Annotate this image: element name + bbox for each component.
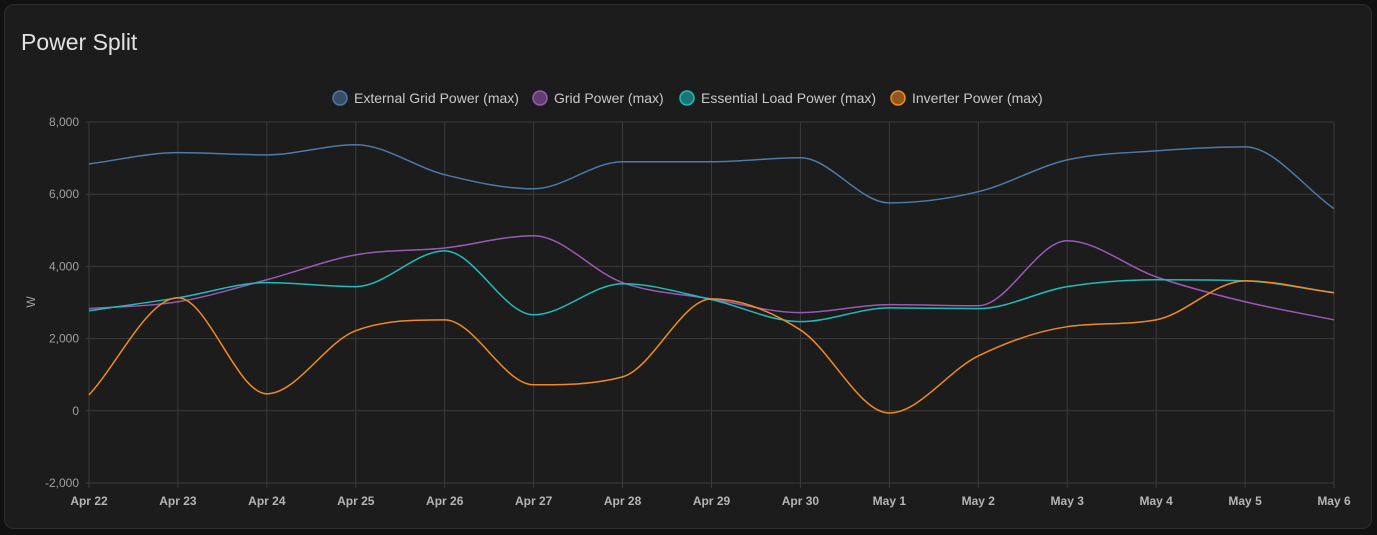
y-tick-label: 2,000 xyxy=(49,332,79,346)
y-tick-label: 8,000 xyxy=(49,115,79,129)
legend-label-1[interactable]: Grid Power (max) xyxy=(554,90,664,106)
card-title: Power Split xyxy=(21,29,138,55)
x-tick-label: May 4 xyxy=(1139,494,1173,508)
legend-label-3[interactable]: Inverter Power (max) xyxy=(912,90,1043,106)
legend-marker-0[interactable] xyxy=(332,90,348,106)
x-tick-label: May 5 xyxy=(1228,494,1262,508)
legend-marker-2[interactable] xyxy=(679,90,695,106)
series-line-0 xyxy=(88,143,1335,210)
x-tick-label: May 2 xyxy=(962,494,996,508)
x-tick-label: Apr 26 xyxy=(426,494,464,508)
series-line-3 xyxy=(88,280,1335,414)
x-tick-label: Apr 23 xyxy=(159,494,197,508)
y-tick-label: 4,000 xyxy=(49,259,79,273)
x-tick-label: Apr 29 xyxy=(693,494,731,508)
legend-label-2[interactable]: Essential Load Power (max) xyxy=(701,90,876,106)
x-tick-label: May 6 xyxy=(1317,494,1351,508)
legend-marker-3[interactable] xyxy=(890,90,906,106)
x-tick-label: Apr 30 xyxy=(782,494,820,508)
series-line-2 xyxy=(88,250,1335,323)
x-tick-label: May 1 xyxy=(873,494,907,508)
x-tick-label: May 3 xyxy=(1051,494,1085,508)
y-axis-label: W xyxy=(24,296,38,308)
y-tick-label: 6,000 xyxy=(49,187,79,201)
x-tick-label: Apr 22 xyxy=(70,494,108,508)
legend-marker-1[interactable] xyxy=(532,90,548,106)
x-tick-label: Apr 25 xyxy=(337,494,375,508)
x-tick-label: Apr 28 xyxy=(604,494,642,508)
y-tick-label: 0 xyxy=(72,404,79,418)
legend-label-0[interactable]: External Grid Power (max) xyxy=(354,90,519,106)
y-tick-label: -2,000 xyxy=(45,476,79,490)
x-tick-label: Apr 27 xyxy=(515,494,553,508)
x-tick-label: Apr 24 xyxy=(248,494,286,508)
